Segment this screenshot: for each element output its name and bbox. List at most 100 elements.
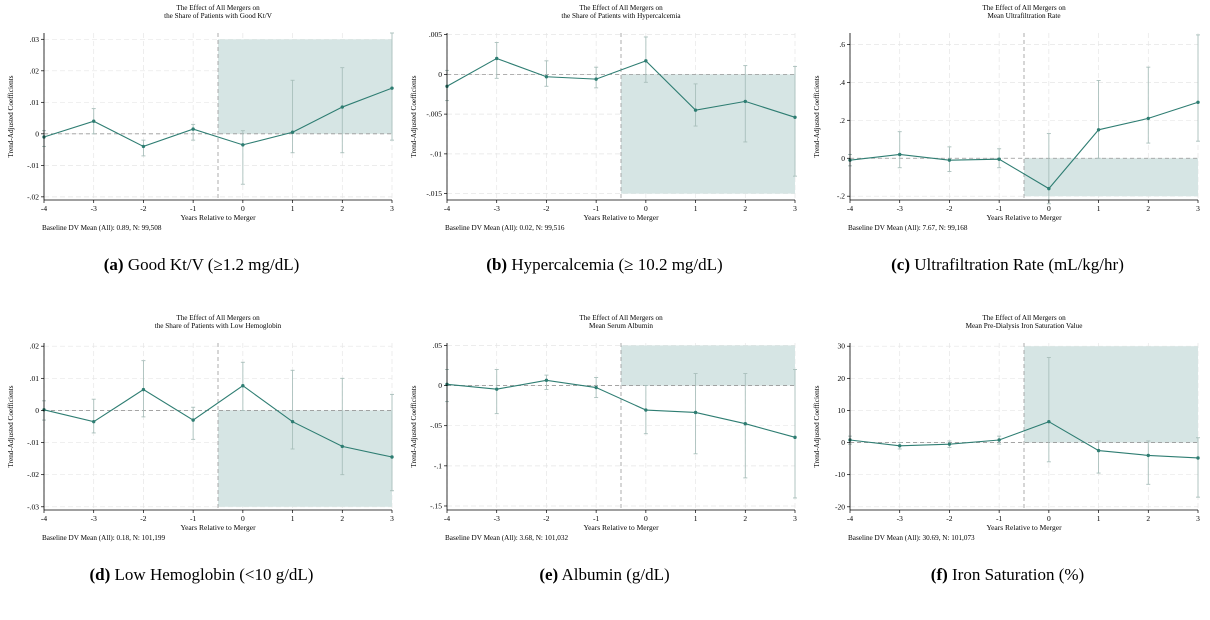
caption-text: Hypercalcemia (≥ 10.2 mg/dL) <box>511 255 723 274</box>
y-tick-label: -.15 <box>430 501 442 510</box>
y-tick-label: .4 <box>839 78 845 87</box>
chart-title-line: the Share of Patients with Hypercalcemia <box>561 12 681 20</box>
y-tick-label: -10 <box>835 470 845 479</box>
x-tick-label: -4 <box>41 204 47 213</box>
caption-f: (f) Iron Saturation (%) <box>806 565 1209 585</box>
caption-text: Ultrafiltration Rate (mL/kg/hr) <box>914 255 1124 274</box>
y-tick-label: 0 <box>35 406 39 415</box>
series-line <box>43 385 393 458</box>
series-line <box>446 379 796 438</box>
x-tick-label: -4 <box>847 514 853 523</box>
x-tick-label: 3 <box>390 514 394 523</box>
data-point <box>544 378 549 383</box>
x-tick-label: 1 <box>291 204 295 213</box>
data-point <box>644 59 648 63</box>
y-tick-label: -.005 <box>426 110 442 119</box>
x-tick-label: 3 <box>390 204 394 213</box>
y-tick-label: -.2 <box>837 192 845 201</box>
shaded-region <box>621 74 795 194</box>
x-tick-label: 1 <box>694 204 698 213</box>
x-tick-label: 3 <box>1196 204 1200 213</box>
baseline-note: Baseline DV Mean (All): 7.67, N: 99,168 <box>848 224 968 232</box>
x-tick-label: 3 <box>793 204 797 213</box>
x-tick-label: -4 <box>847 204 853 213</box>
shaded-region <box>218 410 392 507</box>
data-point <box>898 444 902 448</box>
x-tick-label: 0 <box>241 204 245 213</box>
x-tick-label: -1 <box>593 204 599 213</box>
x-tick-label: 2 <box>743 204 747 213</box>
data-point <box>793 435 797 440</box>
data-point <box>544 75 549 79</box>
series-line <box>446 57 796 118</box>
data-point <box>594 385 598 390</box>
panel-a: The Effect of All Mergers on the Share of… <box>0 0 403 310</box>
caption-label: (d) <box>89 565 111 584</box>
x-tick-label: 0 <box>644 514 648 523</box>
chart-title-line: Mean Serum Albumin <box>589 322 653 330</box>
x-tick-label: 2 <box>1146 204 1150 213</box>
x-tick-label: -2 <box>543 514 549 523</box>
data-point <box>241 143 245 147</box>
data-point <box>594 77 598 81</box>
data-point <box>290 130 295 134</box>
x-tick-label: -3 <box>91 204 97 213</box>
caption-label: (b) <box>486 255 508 274</box>
data-point <box>1047 186 1051 191</box>
data-point <box>947 158 952 162</box>
data-point <box>997 157 1001 161</box>
caption-text: Iron Saturation (%) <box>952 565 1085 584</box>
y-tick-label: 0 <box>35 129 39 138</box>
series-line <box>849 101 1199 190</box>
series-line <box>43 87 393 148</box>
y-tick-label: -.03 <box>27 502 39 511</box>
shaded-region <box>218 39 392 134</box>
x-tick-label: -1 <box>593 514 599 523</box>
y-tick-label: 10 <box>838 406 846 415</box>
y-tick-label: -.01 <box>430 149 442 158</box>
chart-title-line: Mean Ultrafiltration Rate <box>987 12 1060 20</box>
chart-title-line: The Effect of All Mergers on <box>579 314 663 322</box>
caption-label: (a) <box>103 255 124 274</box>
data-point <box>92 119 96 123</box>
x-tick-label: -3 <box>91 514 97 523</box>
data-point <box>340 444 344 449</box>
caption-text: Low Hemoglobin (<10 g/dL) <box>114 565 314 584</box>
x-tick-label: -3 <box>494 204 500 213</box>
x-tick-label: -4 <box>41 514 47 523</box>
x-tick-label: -2 <box>543 204 549 213</box>
data-point <box>141 144 146 149</box>
data-point <box>390 86 394 90</box>
chart-title-line: The Effect of All Mergers on <box>176 4 260 12</box>
y-tick-label: .01 <box>30 374 40 383</box>
x-tick-label: 3 <box>793 514 797 523</box>
y-tick-label: 20 <box>838 374 846 383</box>
x-axis-title: Years Relative to Merger <box>583 213 659 222</box>
data-point <box>340 105 344 109</box>
panel-e: The Effect of All Mergers on Mean Serum A… <box>403 310 806 620</box>
y-tick-label: -.1 <box>434 461 442 470</box>
chart-title-line: the Share of Patients with Low Hemoglobi… <box>155 322 282 330</box>
x-tick-label: 0 <box>1047 204 1051 213</box>
data-point <box>1096 128 1101 132</box>
y-tick-label: .02 <box>30 342 40 351</box>
caption-label: (c) <box>891 255 910 274</box>
y-tick-label: -.015 <box>426 189 442 198</box>
x-tick-label: 1 <box>694 514 698 523</box>
baseline-note: Baseline DV Mean (All): 30.69, N: 101,07… <box>848 534 975 542</box>
panel-b: The Effect of All Mergers on the Share of… <box>403 0 806 310</box>
y-tick-label: -.02 <box>27 470 39 479</box>
caption-d: (d) Low Hemoglobin (<10 g/dL) <box>0 565 403 585</box>
y-tick-label: .05 <box>433 341 443 350</box>
caption-e: (e) Albumin (g/dL) <box>403 565 806 585</box>
data-point <box>693 108 698 112</box>
caption-label: (f) <box>930 565 948 584</box>
y-tick-label: 30 <box>838 342 846 351</box>
y-axis-title: Trend-Adjusted Coefficients <box>410 385 418 467</box>
chart-title-line: The Effect of All Mergers on <box>579 4 663 12</box>
data-point <box>1196 100 1200 104</box>
caption-b: (b) Hypercalcemia (≥ 10.2 mg/dL) <box>403 255 806 275</box>
